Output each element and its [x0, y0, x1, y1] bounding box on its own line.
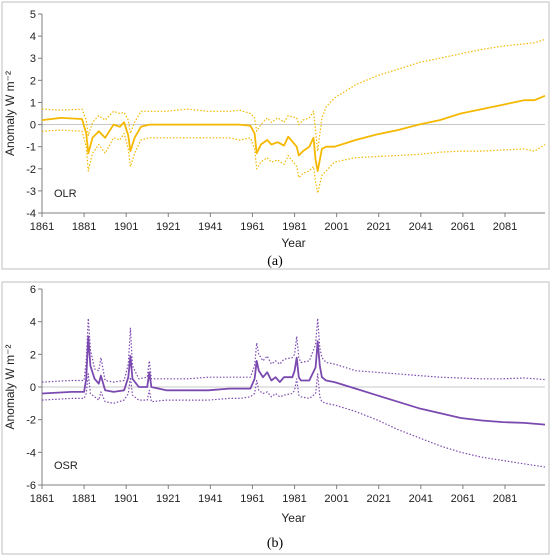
panel-caption: (a) [267, 254, 283, 269]
x-tick-label: 2061 [451, 493, 475, 505]
x-tick-label: 2001 [324, 493, 348, 505]
y-tick-label: 0 [30, 120, 36, 132]
y-tick-label: 4 [30, 31, 36, 43]
y-tick-label: 1 [30, 97, 36, 109]
chart-panel-a: -4 -3 -2 -1 0 1 2 3 4 5 1861 1881 1901 1921 1941 1961 19… [1, 1, 550, 270]
y-tick-label: 3 [30, 53, 36, 65]
panel-label: OSR [54, 460, 78, 472]
x-tick-label: 2081 [493, 493, 517, 505]
x-tick-label: 2021 [366, 221, 390, 233]
x-tick-label: 1961 [240, 221, 264, 233]
y-tick-label: 6 [30, 284, 36, 296]
x-tick-label: 1861 [30, 493, 54, 505]
series-line-bound-1 [41, 317, 546, 383]
y-tick-label: -6 [26, 480, 36, 492]
y-axis-label: Anomaly W m⁻² [3, 344, 17, 429]
x-tick-label: 1861 [30, 221, 54, 233]
x-tick-label: 1981 [282, 221, 306, 233]
y-tick-label: 2 [30, 75, 36, 87]
x-tick-label: 1901 [114, 221, 138, 233]
x-axis-label: Year [281, 236, 305, 250]
x-tick-label: 2021 [366, 493, 390, 505]
x-tick-label: 2061 [451, 221, 475, 233]
x-tick-label: 2041 [409, 493, 433, 505]
x-axis-label: Year [281, 511, 305, 525]
series-line-mean [41, 94, 546, 172]
chart-frame [1, 281, 550, 555]
x-tick-label: 2001 [324, 221, 348, 233]
x-tick-label: 1881 [72, 493, 96, 505]
x-tick-label: 1941 [198, 221, 222, 233]
y-tick-label: -3 [26, 186, 36, 198]
y-tick-label: -2 [26, 415, 36, 427]
y-tick-label: 0 [30, 382, 36, 394]
x-tick-label: 1901 [114, 493, 138, 505]
x-tick-label: 1981 [282, 493, 306, 505]
y-tick-label: 5 [30, 9, 36, 21]
y-tick-label: -4 [26, 447, 36, 459]
y-tick-label: -4 [26, 208, 36, 220]
x-tick-label: 1961 [240, 493, 264, 505]
x-tick-label: 1921 [156, 493, 180, 505]
x-tick-label: 1881 [72, 221, 96, 233]
panel-caption: (b) [267, 536, 284, 551]
y-tick-label: 4 [30, 317, 36, 329]
series-line-bound-2 [41, 129, 546, 194]
series-line-bound-1 [41, 38, 546, 152]
y-tick-label: -1 [26, 142, 36, 154]
y-tick-label: 2 [30, 349, 36, 361]
x-tick-label: 2081 [493, 221, 517, 233]
x-tick-label: 1921 [156, 221, 180, 233]
panel-label: OLR [54, 188, 77, 200]
y-axis-label: Anomaly W m⁻² [3, 71, 17, 156]
chart-panel-b: -6 -4 -2 0 2 4 6 1861 1881 1901 1921 1941 1961 1981 20… [1, 281, 550, 555]
series-line-mean [41, 335, 546, 426]
x-tick-label: 1941 [198, 493, 222, 505]
series-line-bound-2 [41, 373, 546, 468]
x-tick-label: 2041 [409, 221, 433, 233]
y-tick-label: -2 [26, 164, 36, 176]
chart-frame [1, 1, 550, 270]
